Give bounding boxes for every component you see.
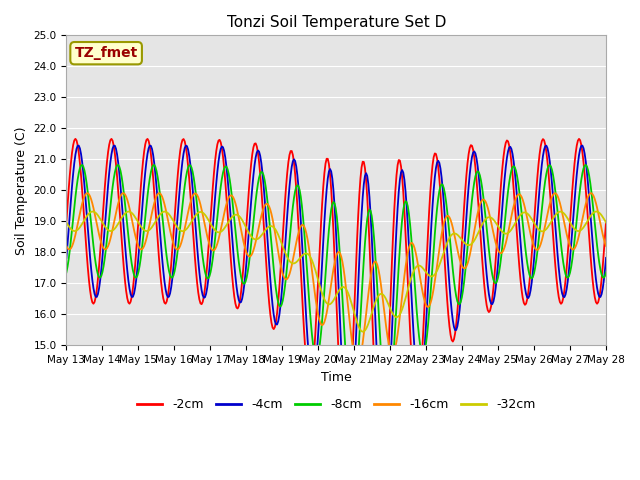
- -2cm: [393, 172, 401, 178]
- -32cm: [63, 220, 70, 226]
- -32cm: [393, 314, 401, 320]
- -2cm: [461, 188, 469, 193]
- -16cm: [63, 243, 70, 249]
- -16cm: [554, 193, 561, 199]
- -32cm: [555, 209, 563, 215]
- -16cm: [602, 243, 610, 249]
- -32cm: [125, 209, 132, 215]
- -8cm: [602, 269, 610, 275]
- -4cm: [230, 261, 238, 267]
- -32cm: [461, 240, 469, 246]
- -8cm: [63, 269, 70, 275]
- -8cm: [460, 279, 468, 285]
- Text: TZ_fmet: TZ_fmet: [74, 46, 138, 60]
- -4cm: [579, 143, 586, 148]
- -32cm: [359, 329, 367, 335]
- -2cm: [377, 459, 385, 465]
- -2cm: [291, 171, 299, 177]
- -2cm: [232, 300, 239, 306]
- -16cm: [353, 360, 361, 366]
- -16cm: [392, 344, 399, 350]
- -4cm: [365, 181, 372, 187]
- -32cm: [602, 220, 610, 226]
- -2cm: [555, 294, 563, 300]
- -8cm: [230, 216, 238, 222]
- -32cm: [291, 260, 299, 266]
- Legend: -2cm, -4cm, -8cm, -16cm, -32cm: -2cm, -4cm, -8cm, -16cm, -32cm: [132, 394, 540, 417]
- -8cm: [582, 162, 589, 168]
- -16cm: [588, 190, 595, 196]
- -32cm: [367, 314, 374, 320]
- -4cm: [380, 445, 388, 451]
- Title: Tonzi Soil Temperature Set D: Tonzi Soil Temperature Set D: [227, 15, 446, 30]
- -2cm: [63, 218, 70, 224]
- Y-axis label: Soil Temperature (C): Soil Temperature (C): [15, 126, 28, 254]
- -4cm: [460, 248, 468, 254]
- Line: -8cm: -8cm: [67, 165, 606, 411]
- -16cm: [230, 197, 238, 203]
- -16cm: [290, 252, 298, 257]
- -4cm: [290, 156, 298, 162]
- -4cm: [392, 248, 399, 254]
- Line: -4cm: -4cm: [67, 145, 606, 448]
- -2cm: [72, 136, 79, 142]
- -4cm: [602, 255, 610, 261]
- Line: -16cm: -16cm: [67, 193, 606, 363]
- -8cm: [365, 207, 373, 213]
- -32cm: [232, 212, 239, 217]
- -8cm: [290, 195, 298, 201]
- -16cm: [460, 265, 468, 271]
- -8cm: [392, 321, 399, 327]
- X-axis label: Time: Time: [321, 371, 351, 384]
- Line: -2cm: -2cm: [67, 139, 606, 462]
- -2cm: [365, 241, 373, 247]
- -4cm: [554, 252, 561, 258]
- -2cm: [602, 218, 610, 224]
- -8cm: [348, 408, 355, 414]
- -8cm: [554, 209, 561, 215]
- -4cm: [63, 255, 70, 261]
- Line: -32cm: -32cm: [67, 212, 606, 332]
- -16cm: [365, 282, 373, 288]
